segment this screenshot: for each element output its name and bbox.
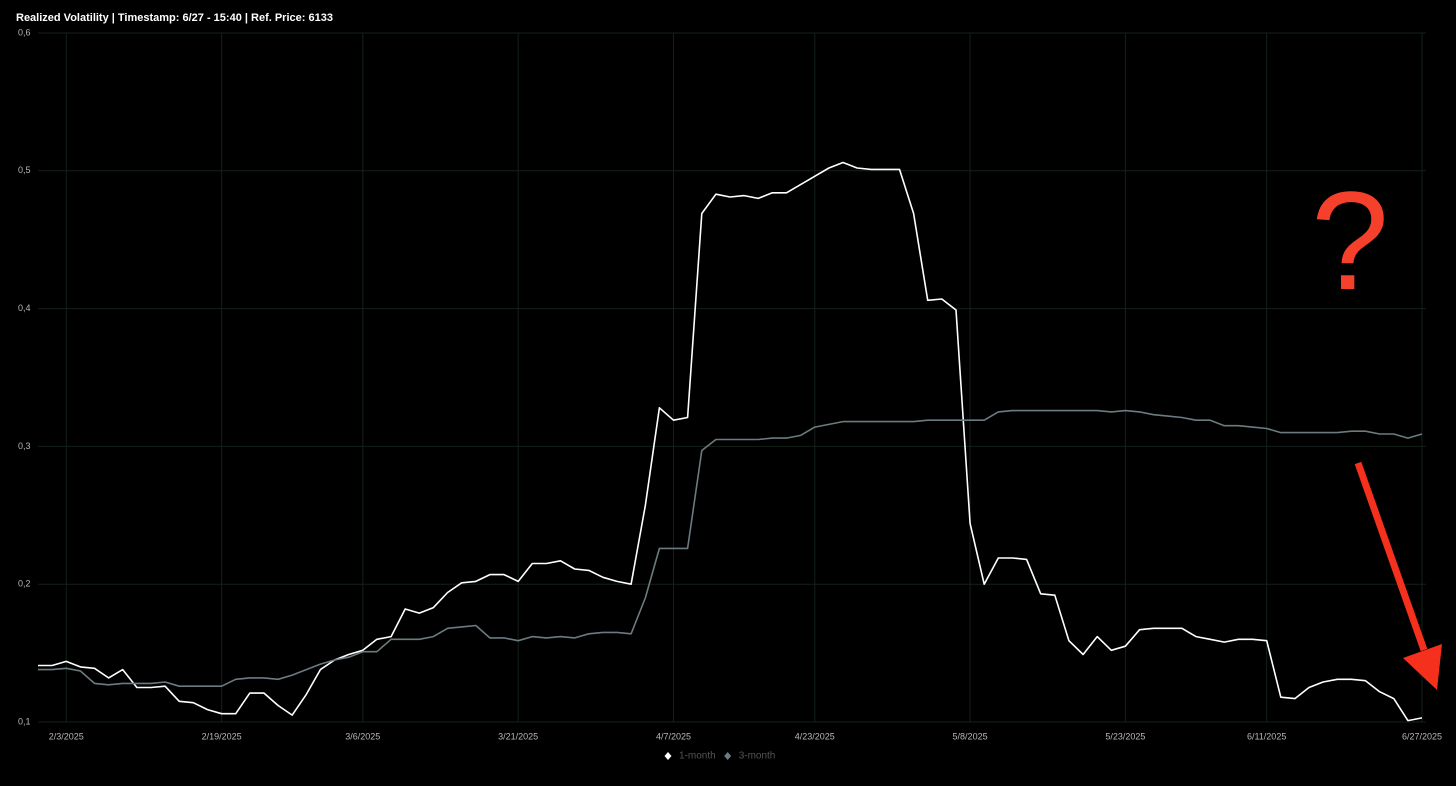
y-tick-label: 0,6 bbox=[18, 27, 31, 37]
grid: 0,1 0,2 0,3 0,4 0,5 0,6 2/3/2025 2/19/2025 3/6/2… bbox=[18, 27, 1442, 741]
y-tick-label: 0,2 bbox=[18, 579, 31, 589]
chart-title: Realized Volatility | Timestamp: 6/27 - … bbox=[16, 12, 333, 24]
arrow-head bbox=[1403, 644, 1442, 690]
x-tick-label: 3/6/2025 bbox=[345, 731, 380, 741]
x-tick-label: 3/21/2025 bbox=[498, 731, 538, 741]
series-line bbox=[38, 409, 1423, 687]
x-tick-label: 6/11/2025 bbox=[1247, 731, 1286, 741]
x-tick-label: 4/7/2025 bbox=[656, 731, 691, 741]
x-tick-label: 5/23/2025 bbox=[1105, 731, 1145, 741]
plot bbox=[38, 161, 1423, 722]
legend-label: 1-month bbox=[679, 751, 716, 762]
annotation: ? bbox=[1311, 162, 1389, 319]
x-tick-label: 5/8/2025 bbox=[953, 731, 988, 741]
arrow-shaft bbox=[1354, 461, 1428, 652]
series-line bbox=[38, 161, 1423, 722]
y-tick-label: 0,1 bbox=[18, 716, 31, 726]
arrow bbox=[1354, 461, 1442, 690]
x-tick-label: 6/27/2025 bbox=[1402, 731, 1442, 741]
y-tick-label: 0,3 bbox=[18, 441, 31, 451]
legend-marker bbox=[724, 752, 732, 760]
y-tick-label: 0,5 bbox=[18, 165, 31, 175]
x-tick-label: 4/23/2025 bbox=[795, 731, 835, 741]
legend: 1-month 3-month bbox=[664, 751, 776, 762]
x-tick-label: 2/19/2025 bbox=[202, 731, 242, 741]
x-tick-label: 2/3/2025 bbox=[49, 731, 84, 741]
y-tick-label: 0,4 bbox=[18, 303, 31, 313]
legend-label: 3-month bbox=[739, 751, 776, 762]
legend-marker bbox=[664, 752, 672, 760]
